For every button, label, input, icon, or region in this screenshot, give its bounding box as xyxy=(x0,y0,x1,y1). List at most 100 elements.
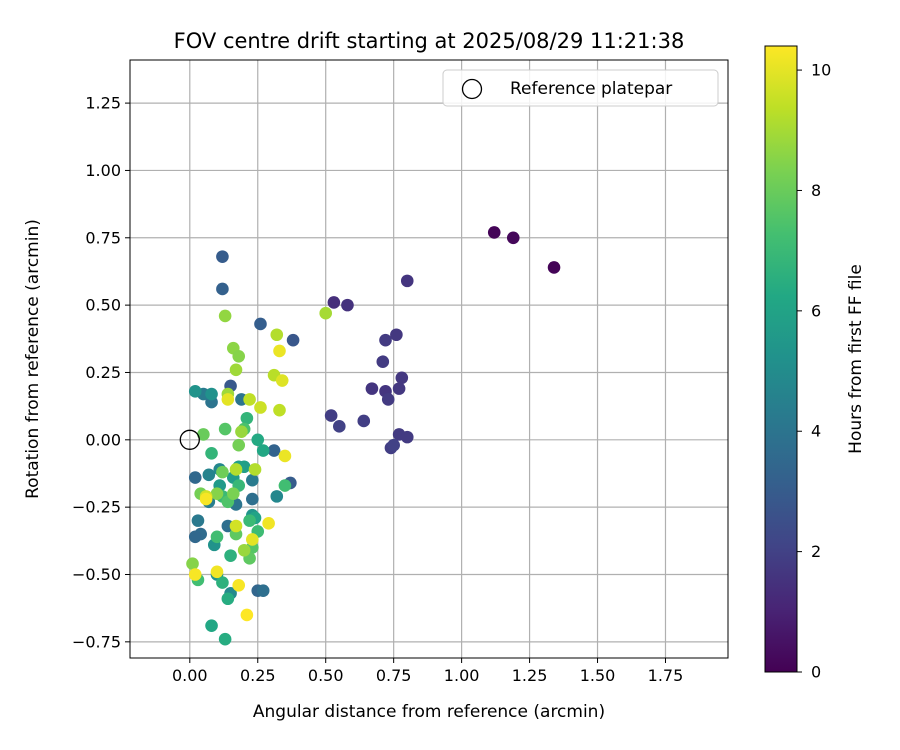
x-axis-label: Angular distance from reference (arcmin) xyxy=(253,702,605,722)
data-point xyxy=(218,309,232,323)
y-tick-label: 0.25 xyxy=(85,363,121,382)
plot-frame xyxy=(129,59,729,659)
data-point xyxy=(400,430,414,444)
data-point xyxy=(254,401,267,414)
colorbar-tick-label: 4 xyxy=(811,422,821,441)
data-point xyxy=(210,530,224,544)
x-tick-label: 1.75 xyxy=(648,666,684,685)
legend-box xyxy=(442,69,719,107)
data-point xyxy=(379,333,392,347)
data-point xyxy=(270,490,284,503)
data-point xyxy=(224,549,237,562)
data-point xyxy=(216,282,229,296)
data-point xyxy=(186,557,199,571)
colorbar-tick-label: 8 xyxy=(811,181,821,200)
data-point xyxy=(199,492,213,506)
data-point xyxy=(341,298,354,312)
data-point xyxy=(392,382,406,395)
data-point xyxy=(221,592,235,606)
data-point xyxy=(273,344,286,358)
data-point xyxy=(246,492,259,506)
x-tick-label: 1.25 xyxy=(512,666,548,685)
data-point xyxy=(487,226,501,239)
data-point xyxy=(188,568,202,581)
data-point xyxy=(333,420,346,433)
data-point xyxy=(221,393,235,406)
x-tick-label: 0.00 xyxy=(172,666,208,685)
data-point xyxy=(256,444,270,457)
data-point xyxy=(267,444,281,457)
data-point xyxy=(205,446,218,460)
y-tick-label: −0.75 xyxy=(72,632,121,651)
x-tick-label: 1.50 xyxy=(580,666,616,685)
y-tick-label: 0.75 xyxy=(85,228,121,247)
data-point xyxy=(243,393,256,406)
y-tick-label: 0.00 xyxy=(85,430,121,449)
data-point xyxy=(229,363,243,377)
data-point xyxy=(191,514,205,527)
chart-title: FOV centre drift starting at 2025/08/29 … xyxy=(174,29,685,53)
data-point xyxy=(357,414,371,428)
y-tick-label: 1.00 xyxy=(85,161,121,180)
data-point xyxy=(232,438,246,452)
data-point xyxy=(205,619,218,632)
data-point xyxy=(254,317,267,331)
data-points xyxy=(186,226,561,646)
data-point xyxy=(218,632,232,646)
legend-marker xyxy=(461,78,483,100)
data-point xyxy=(235,425,248,439)
colorbar-tick-label: 2 xyxy=(811,542,821,561)
data-point xyxy=(232,578,246,592)
data-point xyxy=(327,296,341,309)
data-point xyxy=(390,328,403,342)
data-point xyxy=(216,465,229,479)
data-point xyxy=(381,393,395,406)
data-point xyxy=(262,517,275,530)
data-point xyxy=(216,250,229,263)
reference-platepar-marker xyxy=(179,429,200,450)
data-point xyxy=(278,479,292,492)
data-point xyxy=(246,473,259,487)
data-point xyxy=(246,533,259,546)
data-point xyxy=(232,350,246,363)
colorbar-ticks: 0 2 4 6 8 10 xyxy=(797,61,831,682)
y-tick-label: −0.25 xyxy=(72,498,121,517)
data-point xyxy=(273,403,286,417)
y-tick-label: −0.50 xyxy=(72,565,121,584)
data-point xyxy=(237,543,251,557)
x-tick-label: 0.75 xyxy=(376,666,412,685)
data-point xyxy=(210,487,224,500)
colorbar-tick-label: 0 xyxy=(811,663,821,682)
data-point xyxy=(202,468,216,482)
colorbar-tick-label: 6 xyxy=(811,301,821,320)
data-point xyxy=(376,355,390,368)
data-point xyxy=(256,584,270,597)
legend: Reference platepar xyxy=(442,69,719,107)
y-axis-ticks: −0.75 −0.50 −0.25 0.00 0.25 0.50 0.75 1.00 1.25 xyxy=(72,94,130,651)
x-axis-ticks: 0.00 0.25 0.50 0.75 1.00 1.25 1.50 1.75 xyxy=(172,658,683,685)
colorbar-label: Hours from first FF file xyxy=(846,264,866,454)
data-point xyxy=(270,328,284,342)
data-point xyxy=(278,449,292,463)
data-point xyxy=(506,231,520,245)
y-tick-label: 0.50 xyxy=(85,296,121,315)
data-point xyxy=(243,514,256,527)
data-point xyxy=(226,487,240,500)
legend-label: Reference platepar xyxy=(510,79,672,99)
data-point xyxy=(251,433,265,447)
data-point xyxy=(188,530,202,544)
data-point xyxy=(205,387,218,401)
data-point xyxy=(229,463,243,476)
data-point xyxy=(229,519,243,533)
colorbar xyxy=(764,45,798,673)
data-point xyxy=(188,471,202,484)
data-point xyxy=(324,409,338,422)
data-point xyxy=(188,385,202,398)
data-point xyxy=(275,374,289,387)
colorbar-tick-label: 10 xyxy=(811,61,831,80)
data-point xyxy=(240,608,254,622)
data-point xyxy=(319,306,333,320)
data-point xyxy=(248,463,262,476)
data-point xyxy=(547,261,561,274)
